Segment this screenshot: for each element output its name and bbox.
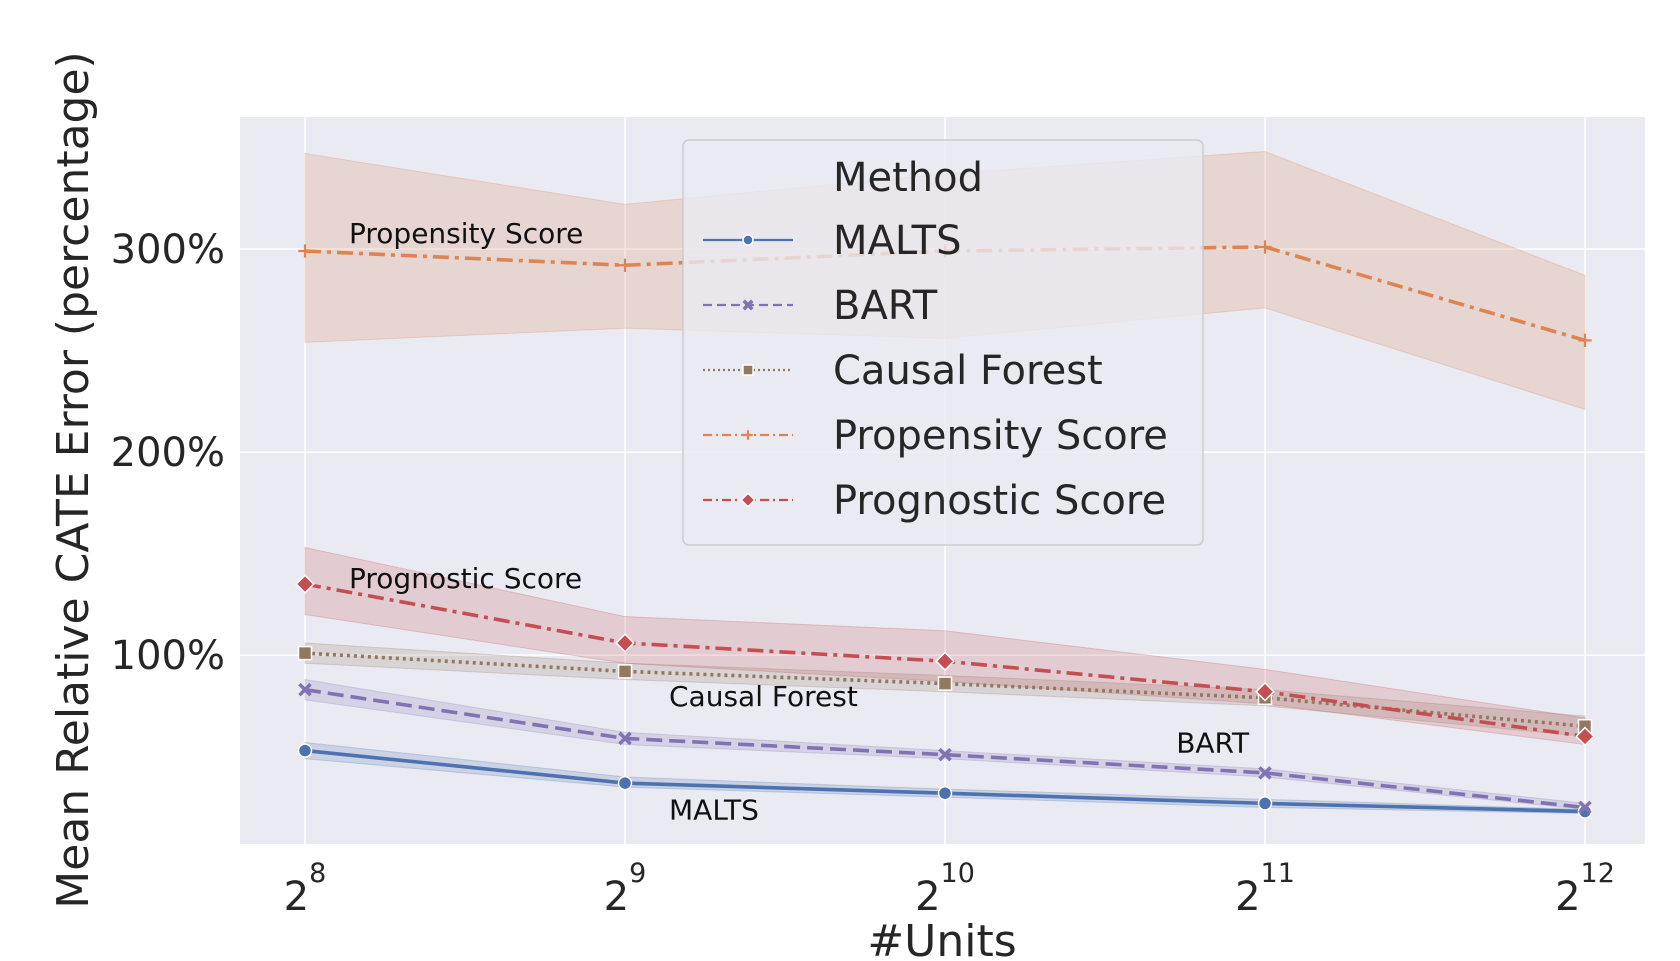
legend-box — [682, 139, 1204, 546]
point-propensity-score — [1578, 333, 1592, 348]
legend-label-prognostic-score: Prognostic Score — [833, 478, 1166, 524]
point-malts — [937, 785, 953, 801]
point-bart — [618, 731, 632, 746]
annotations: Propensity Score Prognostic Score Causal F… — [349, 217, 1250, 827]
x-tick-label: 211 — [1235, 858, 1295, 920]
point-prognostic-score — [935, 651, 955, 672]
annotation-label: Prognostic Score — [349, 562, 582, 595]
series-markers — [295, 240, 1595, 819]
legend-label-causal-forest: Causal Forest — [833, 348, 1103, 394]
y-tick-label: 300% — [111, 227, 225, 273]
point-causal-forest — [617, 664, 633, 679]
point-prognostic-score — [1575, 726, 1595, 747]
legend-marker-malts — [742, 234, 754, 246]
point-prognostic-score — [1255, 681, 1275, 702]
point-propensity-score — [618, 258, 632, 272]
legend-marker-causal-forest — [742, 364, 754, 376]
point-propensity-score — [298, 244, 312, 258]
x-tick-exponent: 12 — [1581, 858, 1615, 889]
annotation-label: Causal Forest — [669, 680, 858, 713]
legend-entries: MALTS BART Causal Forest Propensity Score Pr… — [703, 218, 1168, 524]
x-tick-exponent: 10 — [941, 858, 975, 889]
x-tick-base: 2 — [604, 874, 629, 920]
point-malts — [1257, 796, 1273, 811]
x-tick-label: 29 — [604, 858, 647, 920]
legend: Method MALTS BART Causal Forest Propensity … — [682, 139, 1204, 546]
point-causal-forest — [937, 676, 953, 691]
point-bart — [1578, 800, 1592, 815]
legend-label-bart: BART — [833, 283, 938, 329]
point-causal-forest — [297, 645, 313, 661]
y-axis-label: Mean Relative CATE Error (percentage) — [48, 51, 99, 908]
legend-marker-bart — [742, 299, 754, 311]
x-tick-base: 2 — [1235, 874, 1260, 920]
annotation-label: MALTS — [669, 793, 759, 826]
point-bart — [298, 682, 312, 697]
x-tick-exponent: 11 — [1261, 858, 1295, 889]
y-tick-label: 100% — [111, 633, 225, 679]
x-tick-label: 28 — [284, 858, 327, 920]
x-tick-base: 2 — [1555, 874, 1580, 920]
legend-marker-propensity-score — [743, 430, 753, 440]
annotation-label: Propensity Score — [349, 217, 583, 250]
point-bart — [938, 747, 952, 762]
x-tick-base: 2 — [284, 874, 309, 920]
annotation-label: BART — [1176, 726, 1250, 759]
x-tick-label: 210 — [915, 858, 975, 920]
legend-marker-prognostic-score — [740, 492, 756, 508]
legend-title: Method — [833, 155, 983, 201]
point-malts — [297, 743, 313, 758]
x-axis-label: #Units — [867, 916, 1016, 961]
point-malts — [617, 775, 633, 791]
x-tick-base: 2 — [915, 874, 940, 920]
x-tick-label: 212 — [1555, 858, 1615, 920]
point-prognostic-score — [615, 633, 635, 653]
legend-label-propensity-score: Propensity Score — [833, 413, 1168, 459]
point-propensity-score — [1258, 240, 1272, 254]
legend-label-malts: MALTS — [833, 218, 961, 264]
y-tick-label: 200% — [111, 430, 225, 476]
x-tick-exponent: 8 — [309, 858, 326, 889]
x-tick-exponent: 9 — [629, 858, 646, 889]
point-bart — [1258, 766, 1272, 780]
point-prognostic-score — [295, 574, 315, 594]
